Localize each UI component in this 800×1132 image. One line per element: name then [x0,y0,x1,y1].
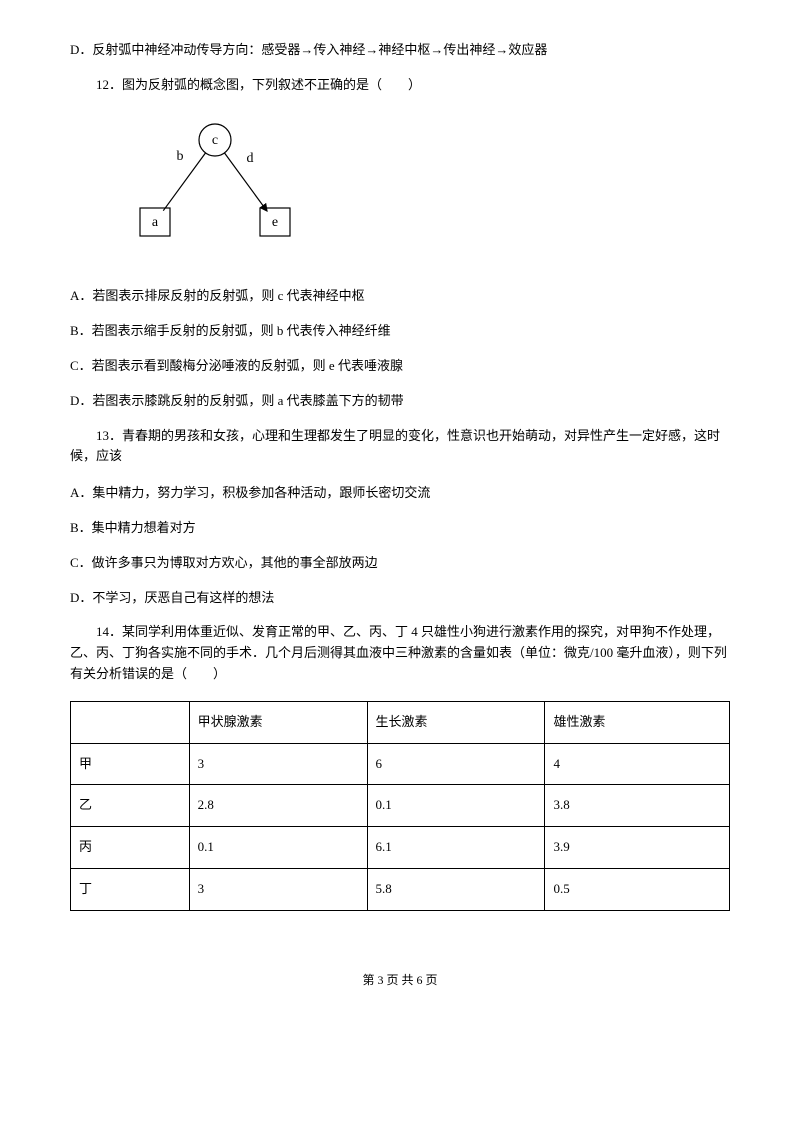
svg-text:d: d [247,151,254,166]
q13-stem: 13．青春期的男孩和女孩，心理和生理都发生了明显的变化，性意识也开始萌动，对异性… [70,426,730,468]
table-cell: 6 [367,743,545,785]
table-cell: 3.9 [545,827,730,869]
svg-text:e: e [272,215,278,230]
q13-option-c: C．做许多事只为博取对方欢心，其他的事全部放两边 [70,553,730,574]
table-cell: 3 [189,743,367,785]
q13-option-b: B．集中精力想着对方 [70,518,730,539]
q13-option-a: A．集中精力，努力学习，积极参加各种活动，跟师长密切交流 [70,483,730,504]
q12-option-d: D．若图表示膝跳反射的反射弧，则 a 代表膝盖下方的韧带 [70,391,730,412]
table-header-cell: 生长激素 [367,701,545,743]
svg-text:b: b [177,149,184,164]
table-cell: 3 [189,868,367,910]
table-cell: 0.1 [189,827,367,869]
table-row: 甲364 [71,743,730,785]
prev-option-d: D．反射弧中神经冲动传导方向：感受器→传入神经→神经中枢→传出神经→效应器 [70,40,730,61]
table-cell: 丙 [71,827,190,869]
table-header-cell [71,701,190,743]
page-footer: 第 3 页 共 6 页 [70,971,730,990]
table-cell: 6.1 [367,827,545,869]
table-cell: 甲 [71,743,190,785]
table-cell: 5.8 [367,868,545,910]
q12-option-a: A．若图表示排尿反射的反射弧，则 c 代表神经中枢 [70,286,730,307]
table-cell: 2.8 [189,785,367,827]
q14-stem: 14．某同学利用体重近似、发育正常的甲、乙、丙、丁 4 只雄性小狗进行激素作用的… [70,622,730,684]
table-row: 丙0.16.13.9 [71,827,730,869]
svg-text:c: c [212,133,218,148]
q12-diagram: a b c d e [125,112,730,269]
table-cell: 丁 [71,868,190,910]
q12-option-c: C．若图表示看到酸梅分泌唾液的反射弧，则 e 代表唾液腺 [70,356,730,377]
q12-stem: 12．图为反射弧的概念图，下列叙述不正确的是（ ） [70,75,730,96]
table-header-cell: 雄性激素 [545,701,730,743]
table-cell: 3.8 [545,785,730,827]
q14-table: 甲状腺激素生长激素雄性激素甲364乙2.80.13.8丙0.16.13.9丁35… [70,701,730,911]
table-cell: 4 [545,743,730,785]
table-row: 乙2.80.13.8 [71,785,730,827]
table-cell: 乙 [71,785,190,827]
table-cell: 0.5 [545,868,730,910]
table-cell: 0.1 [367,785,545,827]
svg-text:a: a [152,215,159,230]
q13-option-d: D．不学习，厌恶自己有这样的想法 [70,588,730,609]
table-row: 丁35.80.5 [71,868,730,910]
q12-option-b: B．若图表示缩手反射的反射弧，则 b 代表传入神经纤维 [70,321,730,342]
table-header-cell: 甲状腺激素 [189,701,367,743]
